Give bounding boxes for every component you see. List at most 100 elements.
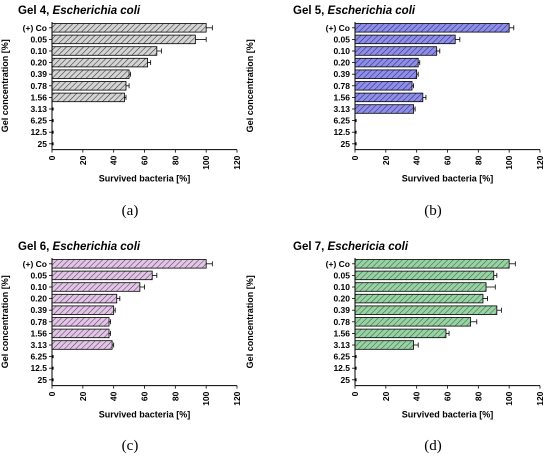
panel-caption: (c) [122, 438, 139, 454]
x-tick-label: 20 [78, 155, 88, 165]
x-tick-label: 60 [443, 391, 453, 401]
category-label: 25 [341, 139, 351, 149]
panel-caption: (d) [424, 438, 442, 454]
bar [354, 317, 472, 327]
chart-title-main: Gel 6, [18, 241, 53, 253]
bar [354, 69, 418, 79]
bar [354, 259, 510, 269]
category-label: 6.25 [333, 352, 350, 362]
bar-zero [52, 142, 54, 146]
bar [51, 259, 207, 269]
bar [354, 46, 438, 56]
bar [354, 282, 487, 292]
category-label: 0.20 [30, 58, 47, 68]
category-label: 3.13 [333, 340, 350, 350]
x-axis-label: Survived bacteria [%] [402, 410, 494, 420]
x-tick-label: 20 [381, 155, 391, 165]
chart-title-main: Gel 7, [293, 241, 328, 253]
bar [354, 270, 495, 281]
x-tick-label: 20 [78, 391, 88, 401]
chart-title-species: Escherichia coli [53, 5, 141, 17]
bar [354, 305, 498, 315]
bar-zero [355, 130, 357, 134]
category-label: 0.05 [333, 34, 350, 44]
x-tick-label: 0 [350, 155, 360, 160]
category-label: 6.25 [30, 116, 47, 126]
bar [354, 23, 510, 33]
bar [51, 69, 130, 79]
bar [354, 57, 419, 68]
category-label: 1.56 [30, 328, 47, 338]
x-tick-label: 100 [201, 155, 211, 169]
chart-panel-0: Gel 4, Escherichia coli (+) Co0.05 0.10 0.2… [0, 5, 242, 219]
x-tick-label: 60 [443, 155, 453, 165]
bar [51, 81, 127, 91]
bar-zero [52, 130, 54, 134]
category-label: 0.20 [333, 294, 350, 304]
category-label: 1.56 [30, 92, 47, 102]
bar [51, 92, 125, 103]
category-label: 3.13 [30, 104, 47, 114]
x-axis-label: Survived bacteria [%] [99, 174, 191, 184]
bar [354, 34, 456, 45]
category-label: (+) Co [23, 259, 47, 269]
x-tick-label: 80 [170, 155, 180, 165]
bar-zero [355, 119, 357, 123]
category-label: 1.56 [333, 92, 350, 102]
category-label: 0.39 [30, 69, 47, 79]
category-label: 0.78 [333, 81, 350, 91]
y-axis-label: Gel concentration [%] [0, 275, 10, 368]
x-tick-label: 40 [412, 391, 422, 401]
category-label: 25 [341, 375, 351, 385]
category-label: 0.10 [333, 282, 350, 292]
x-axis-label: Survived bacteria [%] [402, 174, 494, 184]
y-axis-label: Gel concentration [%] [245, 39, 255, 132]
x-tick-label: 60 [140, 155, 150, 165]
chart-title-species: Escherichia coli [53, 241, 141, 253]
category-label: 12.5 [30, 363, 47, 373]
x-tick-label: 20 [381, 391, 391, 401]
chart-panel-1: Gel 5, Escherichia coli (+) Co0.05 0.10 0.2… [245, 5, 545, 219]
bar [51, 328, 110, 339]
x-axis-label: Survived bacteria [%] [99, 410, 191, 420]
bar [354, 104, 414, 114]
category-label: 0.20 [30, 294, 47, 304]
category-label: 12.5 [333, 363, 350, 373]
x-tick-label: 120 [232, 155, 242, 169]
category-label: 0.10 [30, 282, 47, 292]
bar [51, 46, 158, 56]
x-tick-label: 0 [47, 155, 57, 160]
category-label: 0.78 [333, 317, 350, 327]
bar [51, 317, 110, 327]
y-axis-label: Gel concentration [%] [0, 39, 10, 132]
chart-title: Gel 6, Escherichia coli [18, 241, 141, 253]
bar [354, 328, 447, 339]
bar [51, 34, 196, 45]
x-tick-label: 100 [201, 391, 211, 405]
bar [354, 81, 413, 91]
category-label: 0.10 [30, 46, 47, 56]
category-label: (+) Co [326, 23, 350, 33]
bar-zero [52, 355, 54, 359]
chart-title: Gel 5, Escherichia coli [293, 5, 416, 17]
category-label: 3.13 [30, 340, 47, 350]
category-label: 12.5 [30, 127, 47, 137]
category-label: 6.25 [333, 116, 350, 126]
bar [51, 23, 207, 33]
category-label: 0.39 [333, 69, 350, 79]
category-label: 0.39 [333, 305, 350, 315]
x-tick-label: 0 [350, 391, 360, 396]
x-tick-label: 100 [504, 155, 514, 169]
category-label: 0.05 [30, 34, 47, 44]
category-label: 12.5 [333, 127, 350, 137]
chart-title-species: Escherichia coli [328, 5, 416, 17]
category-label: 0.05 [30, 270, 47, 280]
category-label: 0.05 [333, 270, 350, 280]
category-label: (+) Co [326, 259, 350, 269]
bar [354, 340, 414, 350]
category-label: 0.20 [333, 58, 350, 68]
x-tick-label: 100 [504, 391, 514, 405]
bar [51, 270, 153, 281]
chart-panel-3: Gel 7, Eschericia coli (+) Co0.05 0.10 0.20… [245, 241, 545, 454]
x-tick-label: 40 [109, 155, 119, 165]
